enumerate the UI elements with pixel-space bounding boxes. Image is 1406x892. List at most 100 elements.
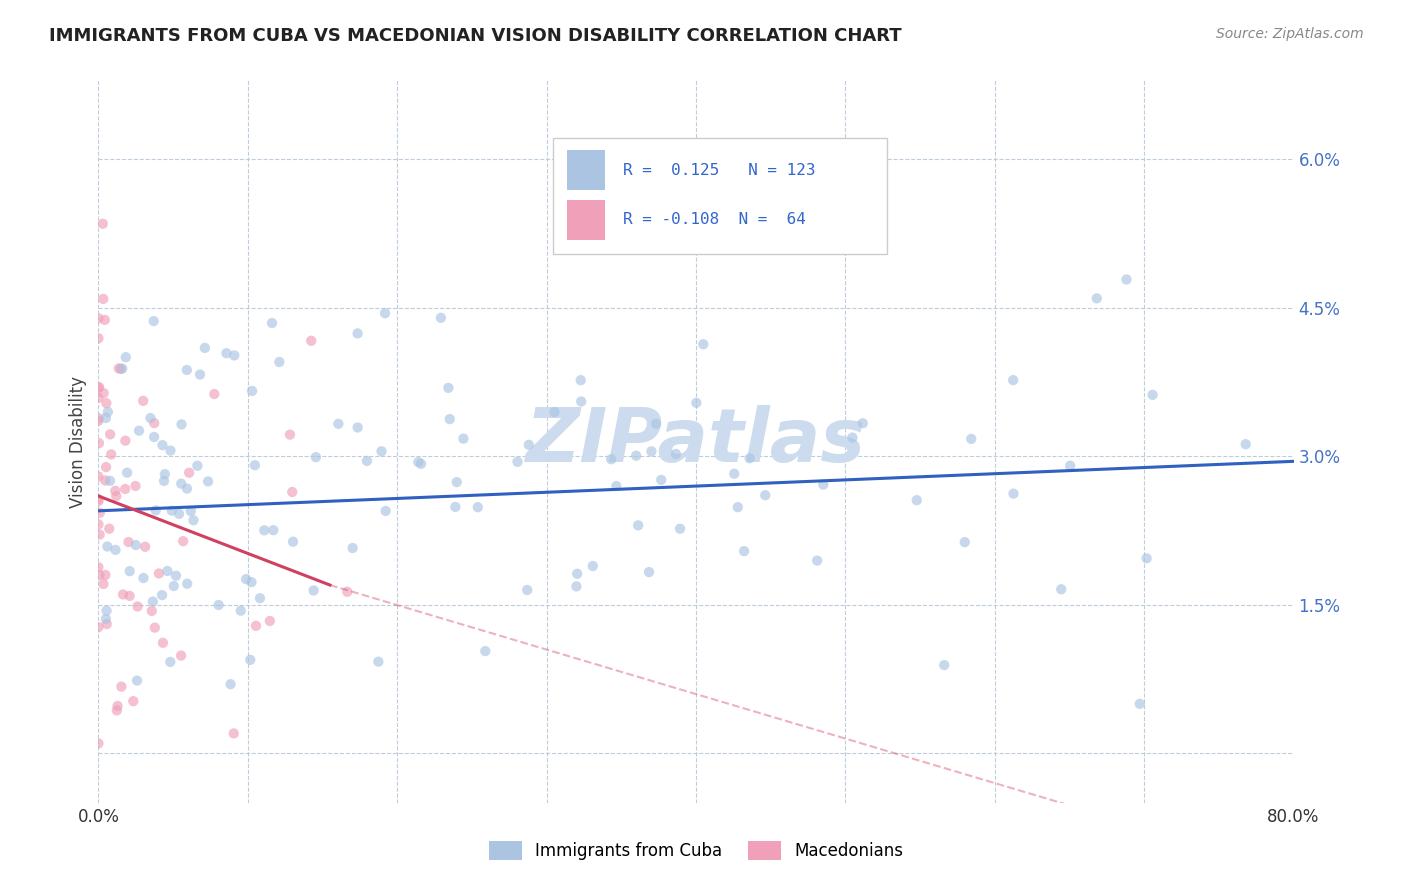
Point <box>167 507 190 521</box>
Point <box>117 535 139 549</box>
Point <box>374 504 396 518</box>
Point <box>87 436 110 450</box>
Point <box>685 396 707 410</box>
Point <box>87 311 110 326</box>
Point <box>569 394 592 409</box>
Point <box>105 489 128 503</box>
Point <box>1115 272 1137 286</box>
Point <box>87 517 110 532</box>
Point <box>176 576 198 591</box>
Point <box>444 500 467 514</box>
Point <box>105 703 128 717</box>
Point <box>627 518 650 533</box>
Point <box>153 467 176 481</box>
Point <box>87 381 110 395</box>
Point <box>222 726 245 740</box>
Point <box>96 604 118 618</box>
Point <box>134 540 156 554</box>
Point <box>176 363 198 377</box>
Point <box>328 417 350 431</box>
Point <box>127 599 149 614</box>
Point <box>852 417 875 431</box>
Point <box>439 412 461 426</box>
Point <box>1129 697 1152 711</box>
Point <box>239 653 262 667</box>
Point <box>640 444 662 458</box>
Point <box>156 564 179 578</box>
Point <box>87 411 110 425</box>
Point <box>143 621 166 635</box>
Point <box>128 424 150 438</box>
Point <box>299 334 322 348</box>
Point <box>118 564 141 578</box>
Point <box>163 579 186 593</box>
Point <box>183 513 205 527</box>
Point <box>107 698 129 713</box>
Point <box>229 604 252 618</box>
Point <box>112 587 135 601</box>
Point <box>115 466 138 480</box>
Point <box>813 477 835 491</box>
Point <box>1136 551 1159 566</box>
Point <box>94 612 117 626</box>
Point <box>104 483 127 498</box>
Point <box>132 393 155 408</box>
Point <box>567 566 589 581</box>
Point <box>269 355 291 369</box>
Point <box>253 524 276 538</box>
Point <box>172 534 194 549</box>
Point <box>806 554 828 568</box>
Point <box>453 432 475 446</box>
Point <box>408 455 430 469</box>
Point <box>145 503 167 517</box>
Point <box>100 447 122 461</box>
Point <box>565 579 588 593</box>
Point <box>87 391 110 405</box>
Point <box>87 494 110 508</box>
Point <box>754 488 776 502</box>
Point <box>1059 458 1081 473</box>
Point <box>87 469 110 483</box>
Point <box>159 443 181 458</box>
Point <box>543 405 565 419</box>
Point <box>624 449 647 463</box>
Point <box>124 479 146 493</box>
Point <box>93 386 115 401</box>
Point <box>1002 486 1025 500</box>
Point <box>235 572 257 586</box>
Point <box>186 458 208 473</box>
Point <box>114 482 136 496</box>
Point <box>692 337 714 351</box>
Point <box>125 673 148 688</box>
Point <box>219 677 242 691</box>
Point <box>260 316 283 330</box>
Point <box>114 350 136 364</box>
Point <box>143 416 166 430</box>
Point <box>281 485 304 500</box>
Point <box>98 474 121 488</box>
Point <box>638 565 661 579</box>
Point <box>446 475 468 489</box>
Point <box>934 658 956 673</box>
Point <box>170 417 193 432</box>
Point <box>87 492 110 507</box>
Point <box>1002 373 1025 387</box>
Text: R = -0.108  N =  64: R = -0.108 N = 64 <box>623 212 806 227</box>
Point <box>118 589 141 603</box>
Point <box>180 504 202 518</box>
Point <box>188 368 211 382</box>
Point <box>94 568 117 582</box>
Point <box>89 568 111 582</box>
Point <box>374 306 396 320</box>
Point <box>141 604 163 618</box>
Point <box>87 331 110 345</box>
Point <box>110 362 132 376</box>
Point <box>97 405 120 419</box>
Point <box>346 326 368 341</box>
Point <box>148 566 170 581</box>
Point <box>110 680 132 694</box>
Point <box>645 417 668 431</box>
Point <box>104 542 127 557</box>
Point <box>430 310 453 325</box>
Point <box>96 617 118 632</box>
